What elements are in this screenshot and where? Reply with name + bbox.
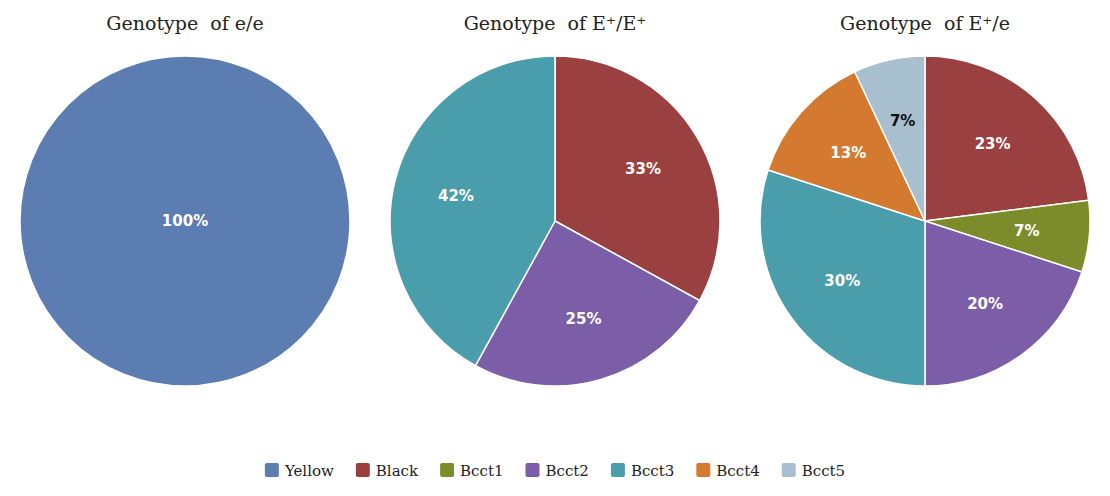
legend-entry: Bcct1 <box>460 462 503 480</box>
pie-slice <box>390 56 555 366</box>
data-label: 13% <box>830 144 866 162</box>
pie: Genotype of e/e 100% <box>20 12 350 386</box>
legend-entry: Yellow <box>284 462 334 480</box>
chart-title: Genotype of e/e <box>106 12 263 34</box>
pie: Genotype of E⁺/E⁺ 33% 25% 42% <box>390 12 720 386</box>
data-label: 42% <box>438 187 474 205</box>
legend-swatch <box>611 463 625 477</box>
data-label: 25% <box>566 310 602 328</box>
data-label: 7% <box>890 112 915 130</box>
data-label: 30% <box>824 272 860 290</box>
pie-slice <box>925 221 1082 386</box>
pie-slice <box>925 56 1089 221</box>
legend-entry: Bcct5 <box>802 462 845 480</box>
figure: Genotype of e/e 100% Genotype of E⁺/E⁺ 33% 2… <box>0 0 1110 496</box>
legend-entry: Bcct3 <box>631 462 674 480</box>
legend-swatch <box>356 463 370 477</box>
legend-swatch <box>526 463 540 477</box>
legend-entry: Bcct4 <box>716 462 759 480</box>
legend-swatch <box>782 463 796 477</box>
pie-slice <box>855 56 925 221</box>
chart-title: Genotype of E⁺/E⁺ <box>464 12 647 34</box>
pie-slice <box>20 56 350 386</box>
chart-title: Genotype of E⁺/e <box>840 12 1010 34</box>
pie: Genotype of E⁺/e 23% 7% 20% 30% 13% 7% <box>760 12 1090 386</box>
legend-swatch <box>440 463 454 477</box>
legend-swatch <box>696 463 710 477</box>
data-label: 100% <box>162 212 208 230</box>
data-label: 7% <box>1014 222 1039 240</box>
legend: Yellow Black Bcct1 Bcct2 Bcct3 Bcct4 Bcct5 <box>265 462 845 480</box>
data-label: 20% <box>967 295 1003 313</box>
legend-entry: Black <box>376 462 419 480</box>
legend-swatch <box>265 463 279 477</box>
data-label: 23% <box>975 135 1011 153</box>
data-label: 33% <box>625 160 661 178</box>
legend-entry: Bcct2 <box>546 462 589 480</box>
